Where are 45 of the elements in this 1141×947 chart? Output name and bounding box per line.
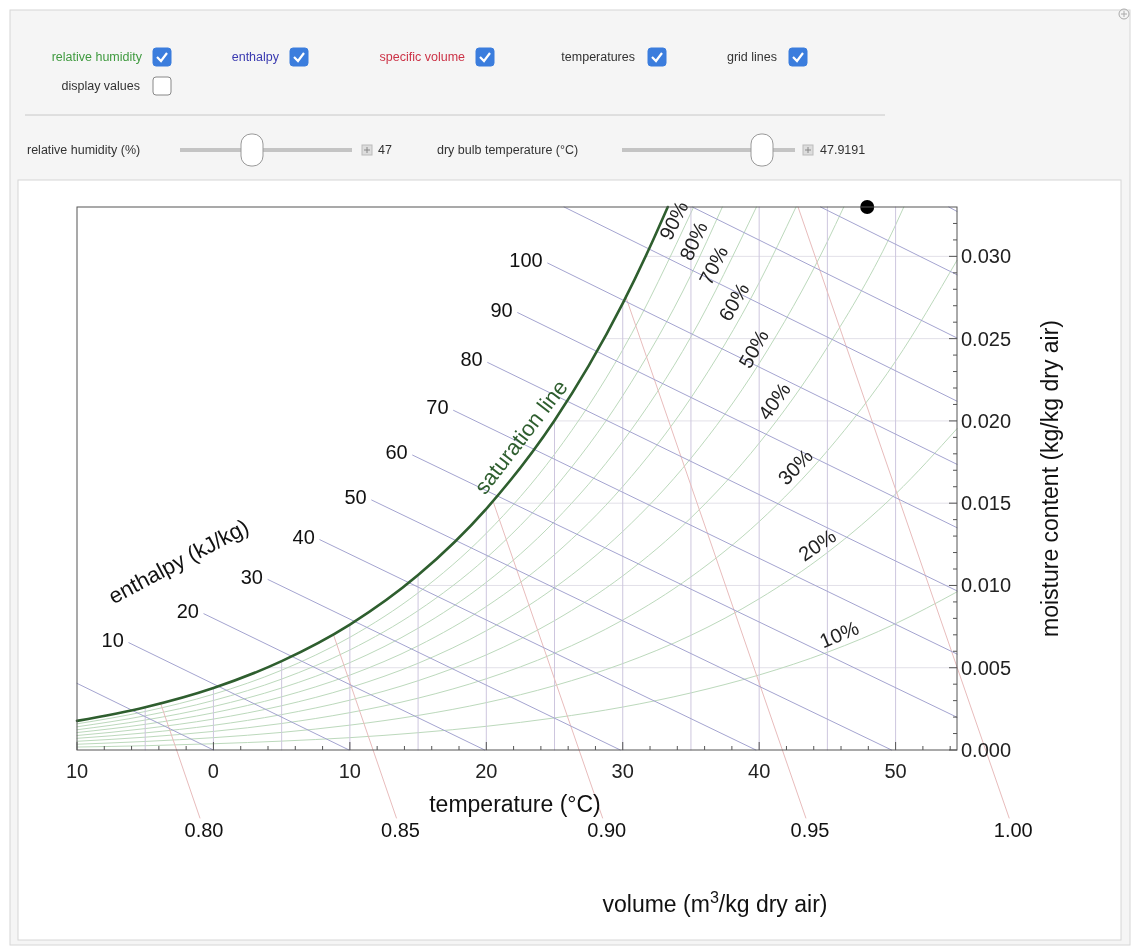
series-label: 60 (385, 441, 408, 464)
text: grid lines (726, 50, 777, 64)
text: 47.9191 (820, 143, 866, 157)
series-label: 0.85 (381, 819, 421, 841)
series-label: 0.90 (587, 819, 627, 841)
y-tick-label: 0.020 (961, 409, 1012, 432)
series-label: 70 (426, 396, 449, 419)
text: specific volume (379, 50, 466, 64)
y-tick-label: 0.000 (961, 739, 1012, 761)
series-label: 0.80 (184, 819, 224, 841)
series-label: 20 (176, 599, 199, 622)
text: 50% (734, 325, 774, 372)
x-axis-title: temperature (°C) (429, 791, 601, 817)
series-label: 90 (490, 298, 513, 321)
text: 20% (794, 524, 841, 566)
text: enthalpy (231, 50, 280, 64)
text: 10% (816, 616, 863, 653)
x-tick-label: 0 (207, 760, 219, 782)
series-label: 80 (460, 348, 483, 371)
x-tick-label: 10 (65, 760, 89, 782)
text: relative humidity (%) (27, 143, 141, 157)
series-label: 30 (240, 565, 264, 588)
text: display values (61, 79, 140, 93)
text: dry bulb temperature (°C) (437, 143, 579, 157)
x-tick-label: 40 (748, 760, 771, 782)
series-label: 50 (344, 486, 367, 509)
text: temperatures (561, 50, 635, 64)
y-tick-label: 0.015 (961, 492, 1012, 515)
text: 47 (378, 143, 392, 157)
series-label: 10 (101, 628, 124, 651)
series-label: 1.00 (993, 819, 1033, 841)
y-tick-label: 0.030 (961, 245, 1012, 268)
text: relative humidity (51, 50, 143, 64)
y-axis-title: moisture content (kg/kg dry air) (1037, 319, 1063, 638)
y-tick-label: 0.010 (961, 574, 1012, 597)
series-label: 0.95 (790, 819, 830, 841)
x-tick-label: 10 (338, 760, 361, 782)
series-label: 40 (292, 525, 315, 548)
series-label: 100 (509, 249, 543, 272)
y-tick-label: 0.025 (961, 327, 1012, 350)
text: volume (m$^{3}$/kg dry air) (602, 888, 828, 917)
y-tick-label: 0.005 (961, 656, 1012, 679)
x-tick-label: 20 (475, 760, 498, 782)
x-tick-label: 50 (884, 760, 907, 782)
x-tick-label: 30 (611, 760, 634, 782)
